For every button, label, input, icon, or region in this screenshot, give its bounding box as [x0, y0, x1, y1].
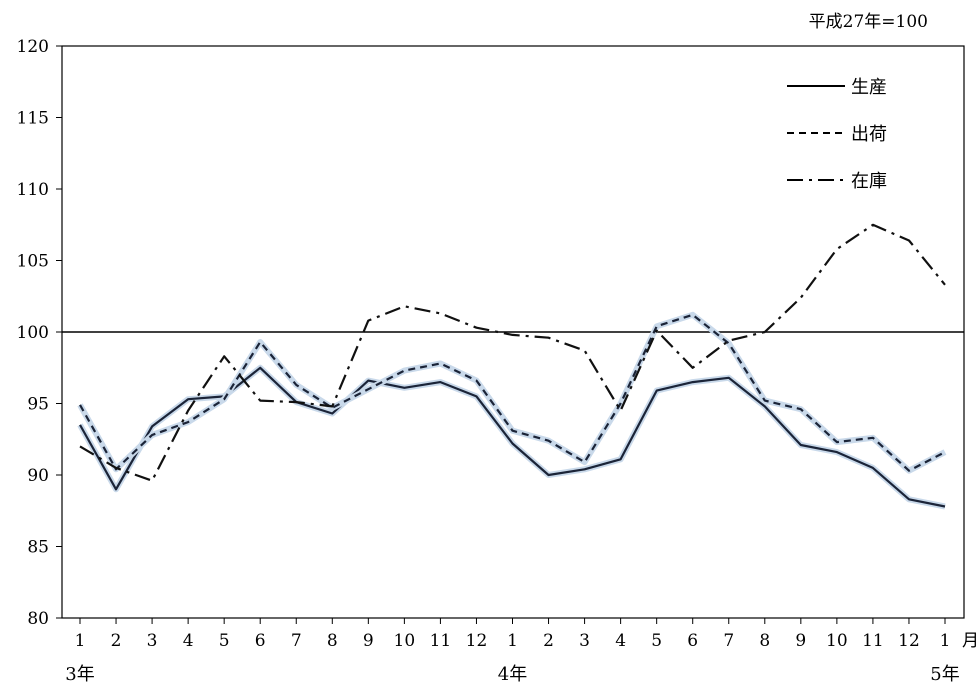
unit-note: 平成27年=100	[809, 12, 928, 32]
x-tick-label: 1	[940, 631, 951, 651]
x-tick-label: 3	[147, 631, 158, 651]
x-tick-label: 8	[759, 631, 770, 651]
x-tick-label: 7	[291, 631, 302, 651]
x-tick-label: 9	[795, 631, 806, 651]
series-line-出荷	[79, 313, 946, 472]
y-tick-label: 105	[17, 252, 49, 272]
x-tick-label: 9	[363, 631, 374, 651]
legend-label: 在庫	[851, 171, 887, 192]
y-axis: 80 85 90 95 100 105 110 115 120	[17, 37, 62, 629]
x-tick-label: 11	[430, 631, 452, 651]
x-tick-label: 8	[327, 631, 338, 651]
y-tick-label: 115	[17, 109, 49, 129]
x-tick-label: 1	[507, 631, 518, 651]
y-tick-label: 90	[27, 466, 49, 486]
x-tick-label: 6	[255, 631, 266, 651]
series-lines	[77, 223, 947, 510]
x-tick-label: 5	[219, 631, 230, 651]
x-tick-label: 6	[687, 631, 698, 651]
x-tick-label: 11	[862, 631, 884, 651]
year-label: 4年	[498, 664, 527, 685]
x-tick-label: 10	[826, 631, 848, 651]
year-label: 5年	[930, 664, 959, 685]
year-label: 3年	[65, 664, 94, 685]
month-unit-label: 月	[962, 631, 979, 651]
x-tick-label: 3	[579, 631, 590, 651]
x-tick-label: 5	[651, 631, 662, 651]
x-tick-label: 12	[466, 631, 488, 651]
series-line-生産	[79, 366, 946, 508]
y-tick-label: 100	[17, 323, 49, 343]
x-tick-label: 10	[394, 631, 416, 651]
x-tick-label: 4	[615, 631, 626, 651]
legend-label: 生産	[851, 77, 887, 98]
x-tick-label: 4	[183, 631, 194, 651]
y-tick-label: 120	[17, 37, 49, 57]
x-tick-label: 1	[75, 631, 86, 651]
x-tick-label: 2	[543, 631, 554, 651]
y-tick-label: 95	[27, 395, 49, 415]
series-line-在庫	[79, 223, 946, 482]
x-tick-label: 12	[898, 631, 920, 651]
series-halo-生産	[77, 364, 946, 510]
y-tick-label: 85	[27, 538, 49, 558]
x-tick-label: 2	[111, 631, 122, 651]
x-axis: 1 2 3 4 5 6 7 8 9 10 11 12 1 2 3 4 5 6 7 8 9 10 11 12 1 月3年 4年 5年	[65, 618, 979, 685]
y-tick-label: 110	[17, 180, 49, 200]
x-tick-label: 7	[723, 631, 734, 651]
y-tick-label: 80	[27, 609, 49, 629]
legend-label: 出荷	[851, 124, 887, 145]
